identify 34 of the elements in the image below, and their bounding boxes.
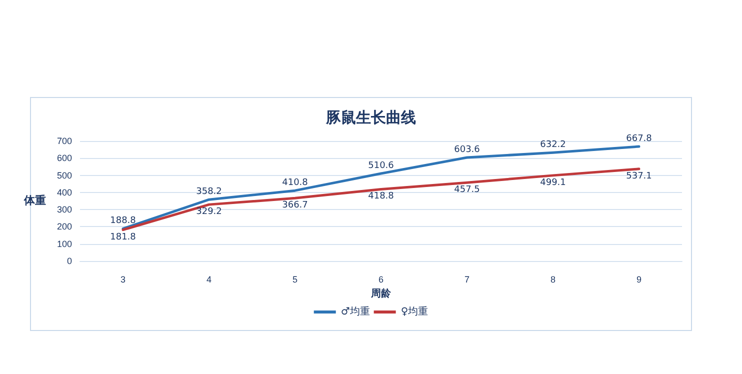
y-tick-label: 500	[56, 170, 72, 180]
x-tick-label: 9	[636, 274, 642, 284]
x-tick-label: 3	[120, 274, 126, 284]
x-axis-title: 周龄	[370, 288, 392, 300]
data-label: 181.8	[110, 232, 136, 242]
data-label: 329.2	[196, 207, 222, 218]
y-axis-title: 体重	[23, 194, 46, 207]
data-label: 499.1	[540, 178, 566, 188]
chart-title: 豚鼠生长曲线	[325, 108, 416, 126]
data-label: 358.2	[196, 187, 222, 198]
data-label: 632.2	[540, 140, 566, 150]
x-tick-label: 8	[550, 274, 556, 284]
x-tick-label: 7	[464, 274, 470, 284]
y-tick-label: 100	[56, 238, 72, 249]
y-tick-label: 200	[56, 222, 72, 232]
data-label: 510.6	[368, 160, 394, 171]
x-tick-label: 5	[292, 274, 298, 284]
y-tick-label: 600	[56, 153, 72, 164]
y-tick-label: 0	[66, 256, 72, 266]
data-label: 667.8	[626, 134, 652, 144]
legend-label: ♂均重	[340, 306, 370, 318]
data-label: 418.8	[368, 192, 394, 202]
x-tick-label: 6	[378, 274, 384, 284]
y-tick-label: 400	[56, 187, 72, 198]
data-label: 537.1	[626, 171, 652, 182]
legend-label: ♀均重	[400, 306, 428, 318]
data-label: 603.6	[454, 145, 480, 156]
x-tick-label: 4	[206, 274, 212, 284]
y-tick-label: 700	[56, 136, 72, 146]
data-label: 410.8	[282, 178, 308, 188]
data-label: 188.8	[110, 216, 136, 226]
y-tick-label: 300	[56, 204, 72, 215]
data-label: 457.5	[454, 185, 480, 196]
data-label: 366.7	[282, 200, 308, 211]
